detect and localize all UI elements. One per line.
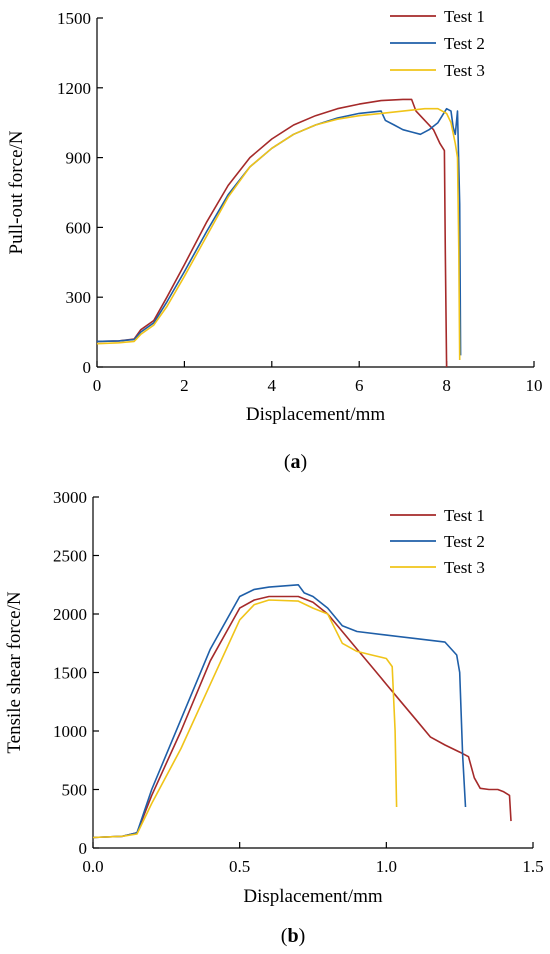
- chart-a-x-tick-label: 4: [268, 376, 277, 395]
- chart-a-legend-label-2: Test 2: [444, 34, 485, 53]
- chart-a-panel-label: (a): [284, 451, 307, 473]
- chart-b-series-line-1: [92, 595, 512, 839]
- chart-b-y-tick-label: 3000: [53, 488, 87, 507]
- chart-a-x-tick-label: 10: [526, 376, 543, 395]
- chart-a-panel-label-close: ): [301, 451, 308, 473]
- chart-a-x-tick-label: 2: [180, 376, 189, 395]
- chart-a-series-line-3: [96, 107, 461, 361]
- chart-b-x-axis-title: Displacement/mm: [243, 886, 383, 907]
- chart-b-y-tick-label: 0: [79, 839, 88, 858]
- chart-b-panel-label-open: (: [281, 925, 288, 947]
- chart-a-y-tick-label: 600: [66, 218, 92, 237]
- chart-a-panel-label-open: (: [284, 451, 291, 473]
- chart-b-y-axis-title: Tensile shear force/N: [4, 591, 25, 753]
- chart-a-legend-label-3: Test 3: [444, 61, 485, 80]
- chart-a-y-tick-label: 1500: [57, 9, 91, 28]
- chart-b-y-tick-label: 2500: [53, 547, 87, 566]
- chart-b-x-tick-label: 1.5: [522, 857, 543, 876]
- chart-b-series-line-2: [92, 583, 467, 839]
- chart-b: 0.0 0.5 1.0 1.5 0 500 1000 1500 2000 2500 3000 Disp…: [4, 488, 544, 947]
- chart-b-panel-label-close: ): [299, 925, 306, 947]
- chart-a-x-tick-label: 8: [442, 376, 451, 395]
- chart-b-legend-label-1: Test 1: [444, 506, 485, 525]
- chart-b-y-tick-label: 1000: [53, 722, 87, 741]
- chart-a-y-axis-title: Pull-out force/N: [6, 130, 27, 254]
- chart-a-y-tick-label: 1200: [57, 79, 91, 98]
- chart-a-series-line-2: [96, 107, 462, 356]
- chart-a-y-tick-label: 300: [66, 288, 92, 307]
- chart-a-y-tick-label: 900: [66, 149, 92, 168]
- chart-a-x-tick-label: 6: [355, 376, 364, 395]
- chart-b-legend-label-2: Test 2: [444, 532, 485, 551]
- chart-a: 0 2 4 6 8 10 0 300 600 900 1200 1500 Displacement/mm…: [6, 7, 543, 473]
- chart-b-panel-label: (b): [281, 925, 305, 947]
- chart-a-y-tick-label: 0: [83, 358, 92, 377]
- chart-b-y-tick-label: 500: [62, 781, 88, 800]
- chart-a-panel-label-letter: a: [291, 451, 301, 473]
- chart-b-x-tick-label: 0.5: [229, 857, 250, 876]
- chart-b-y-tick-label: 1500: [53, 664, 87, 683]
- chart-b-legend-label-3: Test 3: [444, 558, 485, 577]
- chart-a-series-line-1: [96, 98, 448, 368]
- chart-b-y-tick-label: 2000: [53, 605, 87, 624]
- chart-a-x-axis-title: Displacement/mm: [246, 404, 386, 425]
- chart-a-legend-label-1: Test 1: [444, 7, 485, 26]
- chart-b-x-tick-label: 0.0: [82, 857, 103, 876]
- chart-b-x-tick-label: 1.0: [376, 857, 397, 876]
- chart-a-x-tick-label: 0: [93, 376, 102, 395]
- chart-b-series-line-3: [92, 599, 398, 839]
- chart-b-panel-label-letter: b: [287, 925, 298, 947]
